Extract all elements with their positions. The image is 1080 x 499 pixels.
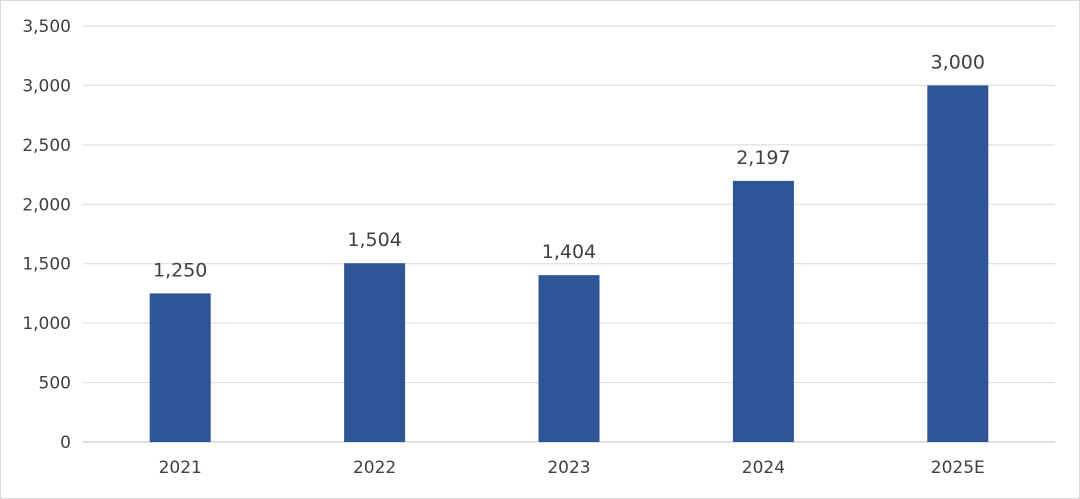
bar-2025E — [927, 85, 989, 442]
x-tick-label-2021: 2021 — [159, 458, 202, 478]
y-tick-label: 2,000 — [22, 195, 71, 215]
data-label-2025E: 3,000 — [931, 51, 985, 73]
bars — [149, 85, 989, 442]
data-label-2021: 1,250 — [153, 259, 207, 281]
bar-2023 — [538, 275, 600, 442]
data-labels: 1,250 1,504 1,404 2,197 3,000 — [153, 51, 985, 281]
data-label-2023: 1,404 — [542, 241, 596, 263]
x-tick-label-2025E: 2025E — [931, 458, 985, 478]
y-tick-label: 2,500 — [22, 136, 71, 156]
x-tick-label-2023: 2023 — [547, 458, 590, 478]
y-axis-tick-labels: 0 500 1,000 1,500 2,000 2,500 3,000 3,500 — [22, 17, 71, 453]
data-label-2024: 2,197 — [736, 147, 790, 169]
x-axis-tick-labels: 2021 2022 2023 2024 2025E — [159, 458, 985, 478]
y-tick-label: 1,500 — [22, 255, 71, 275]
x-tick-label-2024: 2024 — [742, 458, 785, 478]
bar-2021 — [149, 293, 211, 442]
x-tick-label-2022: 2022 — [353, 458, 396, 478]
y-tick-label: 0 — [60, 433, 71, 453]
y-tick-label: 3,500 — [22, 17, 71, 37]
y-tick-label: 1,000 — [22, 314, 71, 334]
y-tick-label: 3,000 — [22, 76, 71, 96]
bar-2024 — [732, 180, 794, 442]
data-label-2022: 1,504 — [347, 229, 401, 251]
bar-2022 — [344, 263, 406, 442]
y-tick-label: 500 — [39, 374, 71, 394]
